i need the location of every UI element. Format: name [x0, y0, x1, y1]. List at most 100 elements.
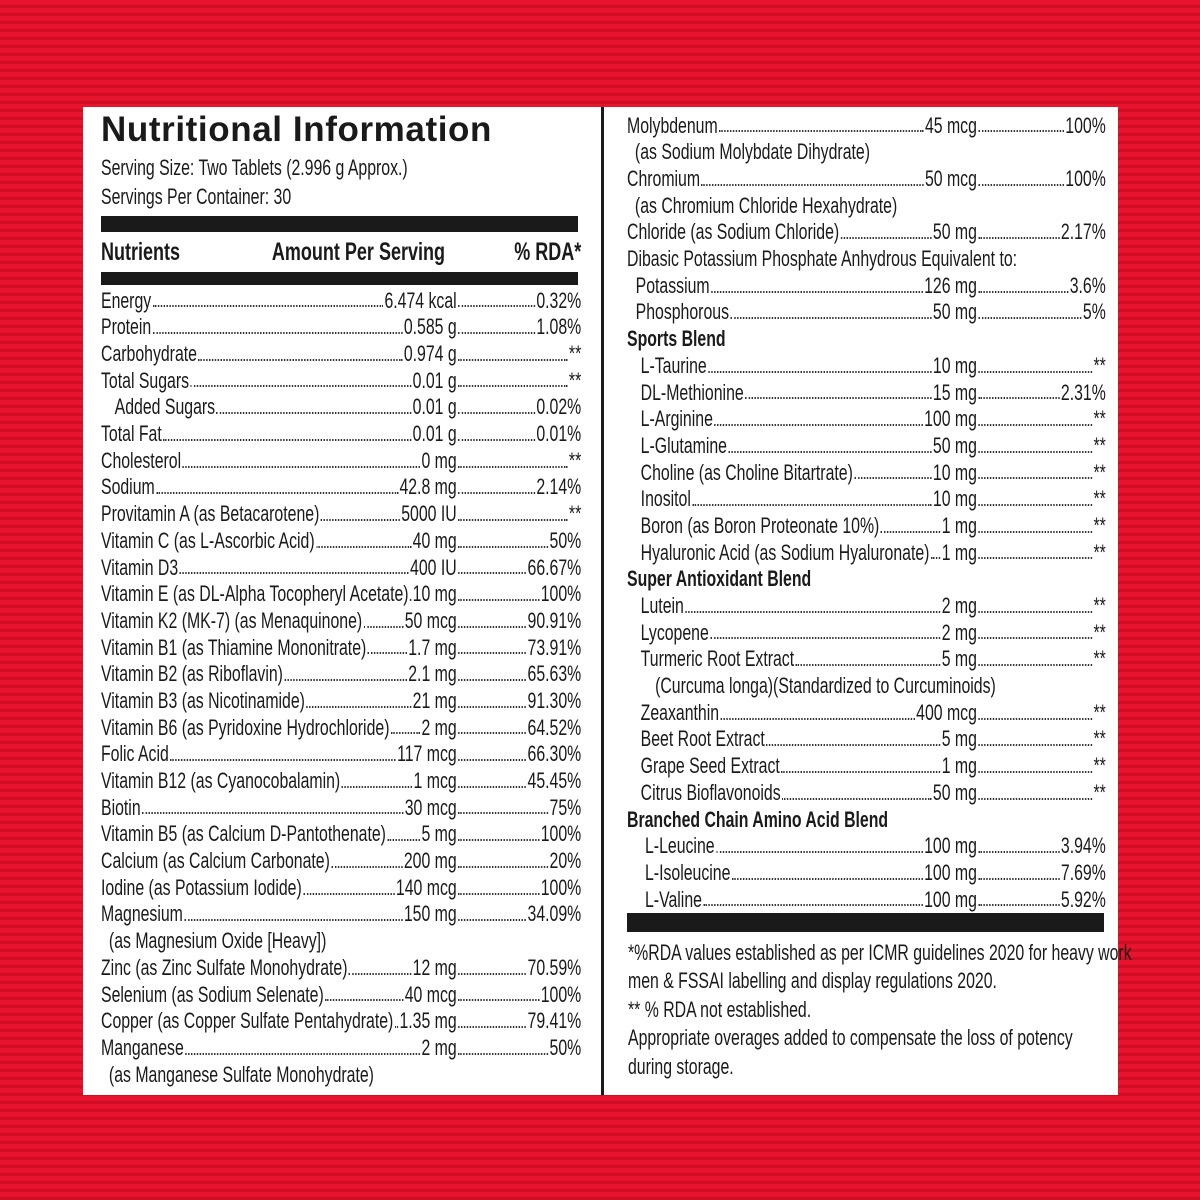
nutrient-name: Carbohydrate	[101, 341, 197, 367]
rda-part: 64.52%	[457, 715, 581, 742]
nutrient-row: Protein 0.585 g 1.08%	[101, 314, 581, 341]
leader	[978, 317, 1082, 320]
rda-part: **	[977, 513, 1106, 540]
amount: 2 mg	[941, 593, 977, 619]
rule	[101, 216, 578, 232]
name-amount: Cholesterol 0 mg	[101, 448, 457, 475]
rda-part: 2.17%	[977, 219, 1106, 246]
name-amount: Vitamin C (as L-Ascorbic Acid) 40 mg	[101, 528, 457, 555]
amount: 1 mg	[941, 539, 977, 565]
nutrient-name: DL-Methionine	[640, 379, 744, 405]
leader	[930, 557, 941, 560]
amount: 117 mcg	[397, 741, 457, 767]
name-amount: Vitamin K2 (MK-7) (as Menaquinone) 50 mcg	[101, 608, 457, 635]
leader	[156, 492, 398, 495]
table-header: Nutrients Amount Per Serving % RDA*	[101, 237, 581, 267]
amount: 2 mg	[421, 714, 457, 740]
nutrient-row: Biotin 30 mcg 75%	[101, 795, 581, 822]
name-amount: Zinc (as Zinc Sulfate Monohydrate) 12 mg	[101, 955, 457, 982]
amount: 0 mg	[421, 447, 457, 473]
rda-part: 1.08%	[457, 314, 581, 341]
nutrient-row: Citrus Bioflavonoids 50 mg **	[627, 780, 1106, 807]
leader	[458, 492, 535, 495]
leader	[458, 732, 527, 735]
amount: 15 mg	[932, 379, 977, 405]
leader	[978, 183, 1064, 186]
rda: 3.6%	[1069, 272, 1106, 298]
nutrient-row: Total Fat 0.01 g 0.01%	[101, 421, 581, 448]
leader	[685, 610, 941, 613]
rda-part: 0.02%	[457, 394, 581, 421]
rda-part: **	[457, 501, 582, 528]
rda: **	[1093, 726, 1106, 752]
amount: 0.974 g	[403, 341, 457, 367]
amount: 1.7 mg	[408, 634, 457, 660]
leader	[316, 545, 412, 548]
leader	[701, 183, 924, 186]
name-amount: Inositol 10 mg	[641, 486, 977, 513]
nutrient-row: L-Taurine 10 mg **	[627, 353, 1106, 380]
leader	[710, 637, 941, 640]
rda: **	[568, 341, 582, 367]
nutrient-name: Chloride (as Sodium Chloride)	[627, 219, 840, 245]
leader	[348, 972, 412, 975]
nutrient-row: Vitamin B1 (as Thiamine Mononitrate) 1.7 …	[101, 635, 581, 662]
name-amount: Zeaxanthin 400 mcg	[641, 700, 977, 727]
nutrient-name: L-Arginine	[640, 406, 713, 432]
nutrient-name: Vitamin B12 (as Cyanocobalamin)	[101, 768, 341, 794]
amount: 150 mg	[403, 901, 457, 927]
nutrient-note: (as Chromium Chloride Hexahydrate)	[634, 192, 898, 218]
amount: 200 mg	[403, 848, 457, 874]
nutrient-name: Turmeric Root Extract	[640, 646, 795, 672]
leader	[152, 305, 384, 308]
leader	[978, 744, 1093, 747]
rda: 0.01%	[536, 421, 582, 447]
rda-part: 34.09%	[457, 901, 581, 928]
leader	[978, 237, 1060, 240]
rda-part: 100%	[977, 166, 1106, 193]
nutrient-row: Turmeric Root Extract 5 mg **	[627, 646, 1106, 673]
leader	[730, 317, 932, 320]
leader	[170, 759, 396, 762]
left-rows: Energy 6.474 kcal 0.32% Protein 0.585 g 1.08%…	[101, 288, 581, 1089]
amount: 140 mcg	[395, 874, 457, 900]
leader	[185, 1052, 421, 1055]
nutrient-name: Vitamin B1 (as Thiamine Mononitrate)	[101, 634, 367, 660]
nutrient-row: Vitamin C (as L-Ascorbic Acid) 40 mg 50%	[101, 528, 581, 555]
name-amount: Sodium 42.8 mg	[101, 474, 457, 501]
leader	[142, 812, 404, 815]
nutrient-row: Choline (as Choline Bitartrate) 10 mg **	[627, 460, 1106, 487]
nutrient-name: Protein	[101, 314, 152, 340]
name-amount: Protein 0.585 g	[101, 314, 457, 341]
footnote: Appropriate overages added to compensate…	[628, 1025, 1073, 1051]
rda: **	[1093, 699, 1106, 725]
name-amount: Copper (as Copper Sulfate Pentahydrate) 1…	[101, 1008, 457, 1035]
leader	[458, 572, 527, 575]
name-amount: Selenium (as Sodium Selenate) 40 mcg	[101, 982, 457, 1009]
leader	[795, 664, 941, 667]
name-amount: Added Sugars 0.01 g	[115, 394, 457, 421]
leader	[978, 797, 1093, 800]
nutrient-name: Phosphorous	[635, 299, 729, 325]
leader	[458, 785, 527, 788]
rda: **	[1093, 539, 1106, 565]
rda-part: **	[977, 460, 1106, 487]
rda-part: 50%	[457, 1035, 581, 1062]
leader	[708, 370, 932, 373]
rda: 79.41%	[527, 1008, 582, 1034]
nutrient-row: DL-Methionine 15 mg 2.31%	[627, 380, 1106, 407]
nutrient-name: Cholesterol	[101, 447, 182, 473]
nutrient-row: L-Isoleucine 100 mg 7.69%	[627, 860, 1106, 887]
amount: 50 mg	[932, 299, 977, 325]
rda-part: **	[977, 593, 1106, 620]
amount: 400 IU	[410, 554, 457, 580]
leader	[745, 397, 932, 400]
rda: 50%	[549, 527, 582, 553]
name-amount: Phosphorous 50 mg	[636, 299, 977, 326]
rda: **	[568, 501, 582, 527]
nutrient-row: Vitamin B5 (as Calcium D-Pantothenate) 5 …	[101, 821, 581, 848]
nutrient-row: Chromium 50 mcg 100%	[627, 166, 1106, 193]
rda-part: **	[977, 353, 1106, 380]
leader	[978, 664, 1093, 667]
leader	[978, 504, 1093, 506]
